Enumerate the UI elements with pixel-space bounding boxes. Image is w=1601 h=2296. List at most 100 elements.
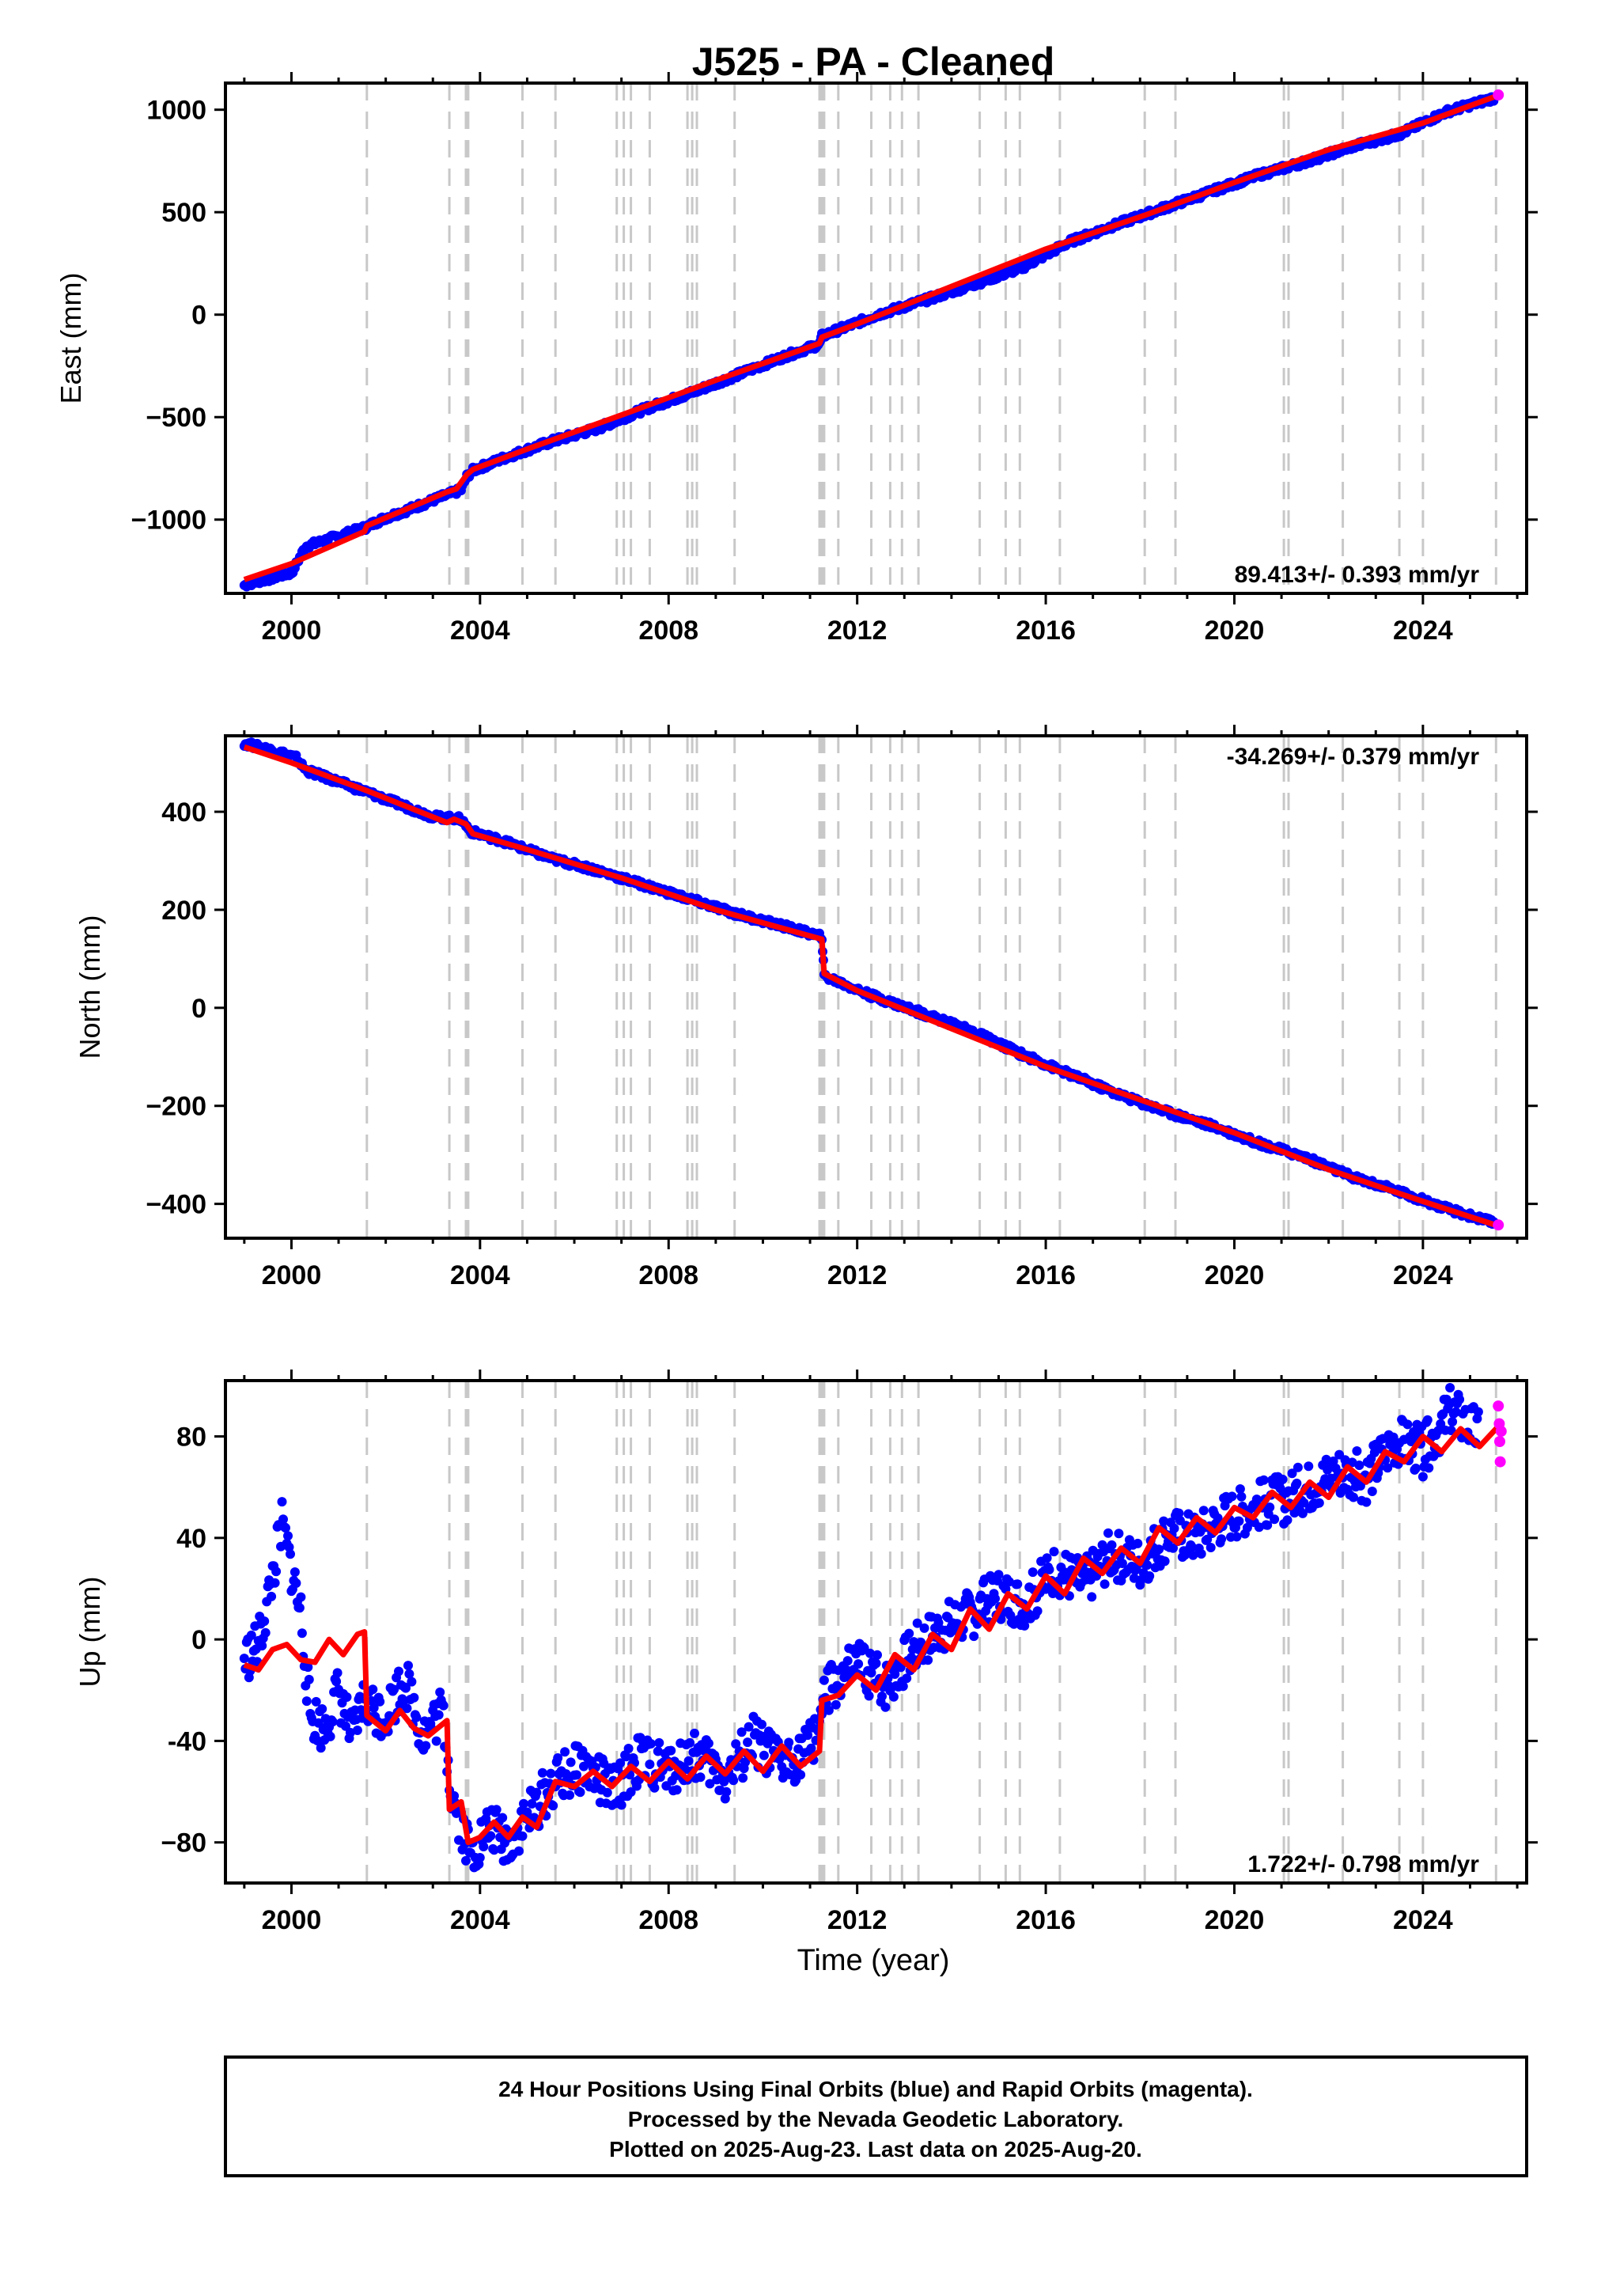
data-point-final — [1292, 1478, 1302, 1488]
data-point-final — [527, 1798, 537, 1809]
x-tick-label: 2020 — [1205, 616, 1265, 646]
y-tick-label: -40 — [168, 1726, 206, 1756]
data-point-final — [933, 1618, 944, 1627]
data-point-final — [1455, 1394, 1465, 1404]
data-point-final — [690, 1728, 699, 1738]
data-point-final — [257, 1641, 267, 1651]
data-point-final — [1100, 1579, 1110, 1589]
y-tick-label: 200 — [161, 896, 206, 926]
y-tick-label: −80 — [161, 1828, 206, 1858]
x-tick-label: 2004 — [450, 1905, 510, 1935]
data-point-final — [475, 1853, 485, 1862]
data-point-final — [842, 1656, 853, 1666]
data-point-final — [1114, 1529, 1124, 1539]
data-point-final — [1270, 1514, 1280, 1525]
data-point-final — [1103, 1528, 1113, 1538]
data-point-final — [757, 1719, 766, 1730]
data-point-final — [1383, 1463, 1393, 1473]
data-point-final — [1354, 1461, 1364, 1470]
data-point-final — [489, 1845, 499, 1855]
data-point-final — [291, 1578, 301, 1588]
data-point-final — [1187, 1542, 1197, 1552]
data-point-final — [522, 1807, 532, 1817]
data-point-final — [990, 1593, 1000, 1604]
rate-label: -34.269+/- 0.379 mm/yr — [1227, 744, 1480, 770]
data-point-final — [1446, 1426, 1456, 1435]
y-tick-label: 500 — [161, 198, 206, 228]
data-point-final — [579, 1761, 589, 1771]
data-point-final — [623, 1744, 634, 1753]
data-point-final — [1012, 1579, 1023, 1589]
data-point-final — [731, 1739, 741, 1749]
data-point-final — [645, 1760, 655, 1769]
data-point-final — [271, 1567, 282, 1577]
x-tick-label: 2016 — [1016, 1260, 1076, 1290]
data-point-final — [616, 1800, 626, 1810]
data-point-final — [895, 1662, 906, 1673]
footer-line-1: 24 Hour Positions Using Final Orbits (bl… — [498, 2077, 1253, 2101]
data-point-final — [267, 1591, 277, 1601]
data-point-final — [645, 1739, 656, 1749]
data-point-final — [923, 1655, 933, 1665]
data-point-final — [1160, 1556, 1170, 1567]
x-tick-label: 2016 — [1016, 616, 1076, 646]
data-point-final — [325, 1731, 335, 1741]
data-point-final — [296, 1592, 306, 1602]
data-point-final — [1265, 1502, 1275, 1513]
data-point-final — [621, 1752, 631, 1762]
data-point-final — [649, 1783, 660, 1793]
data-point-final — [301, 1696, 312, 1707]
data-point-final — [654, 1737, 664, 1748]
data-point-final — [1410, 1463, 1421, 1473]
data-point-final — [738, 1773, 748, 1783]
data-point-final — [888, 1692, 899, 1702]
data-point-final — [1304, 1461, 1314, 1472]
data-point-final — [759, 1750, 769, 1760]
data-point-final — [1205, 1543, 1216, 1552]
x-tick-label: 2000 — [262, 1905, 322, 1935]
data-point-final — [566, 1757, 576, 1767]
data-point-final — [683, 1756, 694, 1766]
east-panel: 2000 2004 2008 2012 2016 2020 2024 1000 500 0 −500… — [55, 72, 1538, 646]
y-tick-label: 400 — [161, 798, 206, 828]
data-point-final — [666, 1745, 676, 1756]
data-point-final — [1044, 1564, 1054, 1574]
data-point-final — [1361, 1497, 1372, 1507]
x-tick-label: 2008 — [638, 616, 698, 646]
data-point-final — [1282, 1515, 1293, 1525]
data-point-final — [1117, 1559, 1127, 1568]
data-point-final — [461, 1855, 471, 1866]
data-point-final — [1188, 1550, 1198, 1560]
data-point-final — [294, 1603, 305, 1613]
data-point-rapid — [1494, 1436, 1505, 1447]
data-point-final — [705, 1779, 715, 1789]
data-point-final — [1213, 1513, 1223, 1523]
data-point-final — [572, 1770, 581, 1780]
data-point-final — [283, 1531, 293, 1541]
data-point-final — [342, 1692, 352, 1702]
data-point-final — [259, 1616, 270, 1627]
model-line — [243, 1424, 1501, 1846]
plot-frame — [224, 734, 1528, 1240]
data-point-final — [1087, 1592, 1097, 1602]
data-point-final — [1145, 1571, 1155, 1581]
y-tick-label: −1000 — [131, 506, 207, 536]
data-point-final — [898, 1681, 908, 1692]
data-point-final — [1297, 1508, 1308, 1518]
data-point-final — [560, 1747, 570, 1757]
x-tick-label: 2000 — [262, 616, 322, 646]
x-tick-label: 2012 — [827, 1260, 888, 1290]
data-point-final — [806, 1743, 816, 1753]
x-tick-label: 2016 — [1016, 1905, 1076, 1935]
data-point-final — [1314, 1498, 1324, 1508]
y-axis-label: Up (mm) — [74, 1577, 106, 1688]
data-point-final — [1107, 1540, 1117, 1550]
x-tick-label: 2012 — [827, 1905, 888, 1935]
data-point-final — [1174, 1508, 1184, 1518]
data-point-final — [548, 1801, 558, 1811]
rate-label: 89.413+/- 0.393 mm/yr — [1235, 562, 1480, 588]
data-point-final — [803, 1730, 813, 1741]
data-point-final — [877, 1692, 887, 1701]
data-point-final — [1028, 1567, 1038, 1578]
